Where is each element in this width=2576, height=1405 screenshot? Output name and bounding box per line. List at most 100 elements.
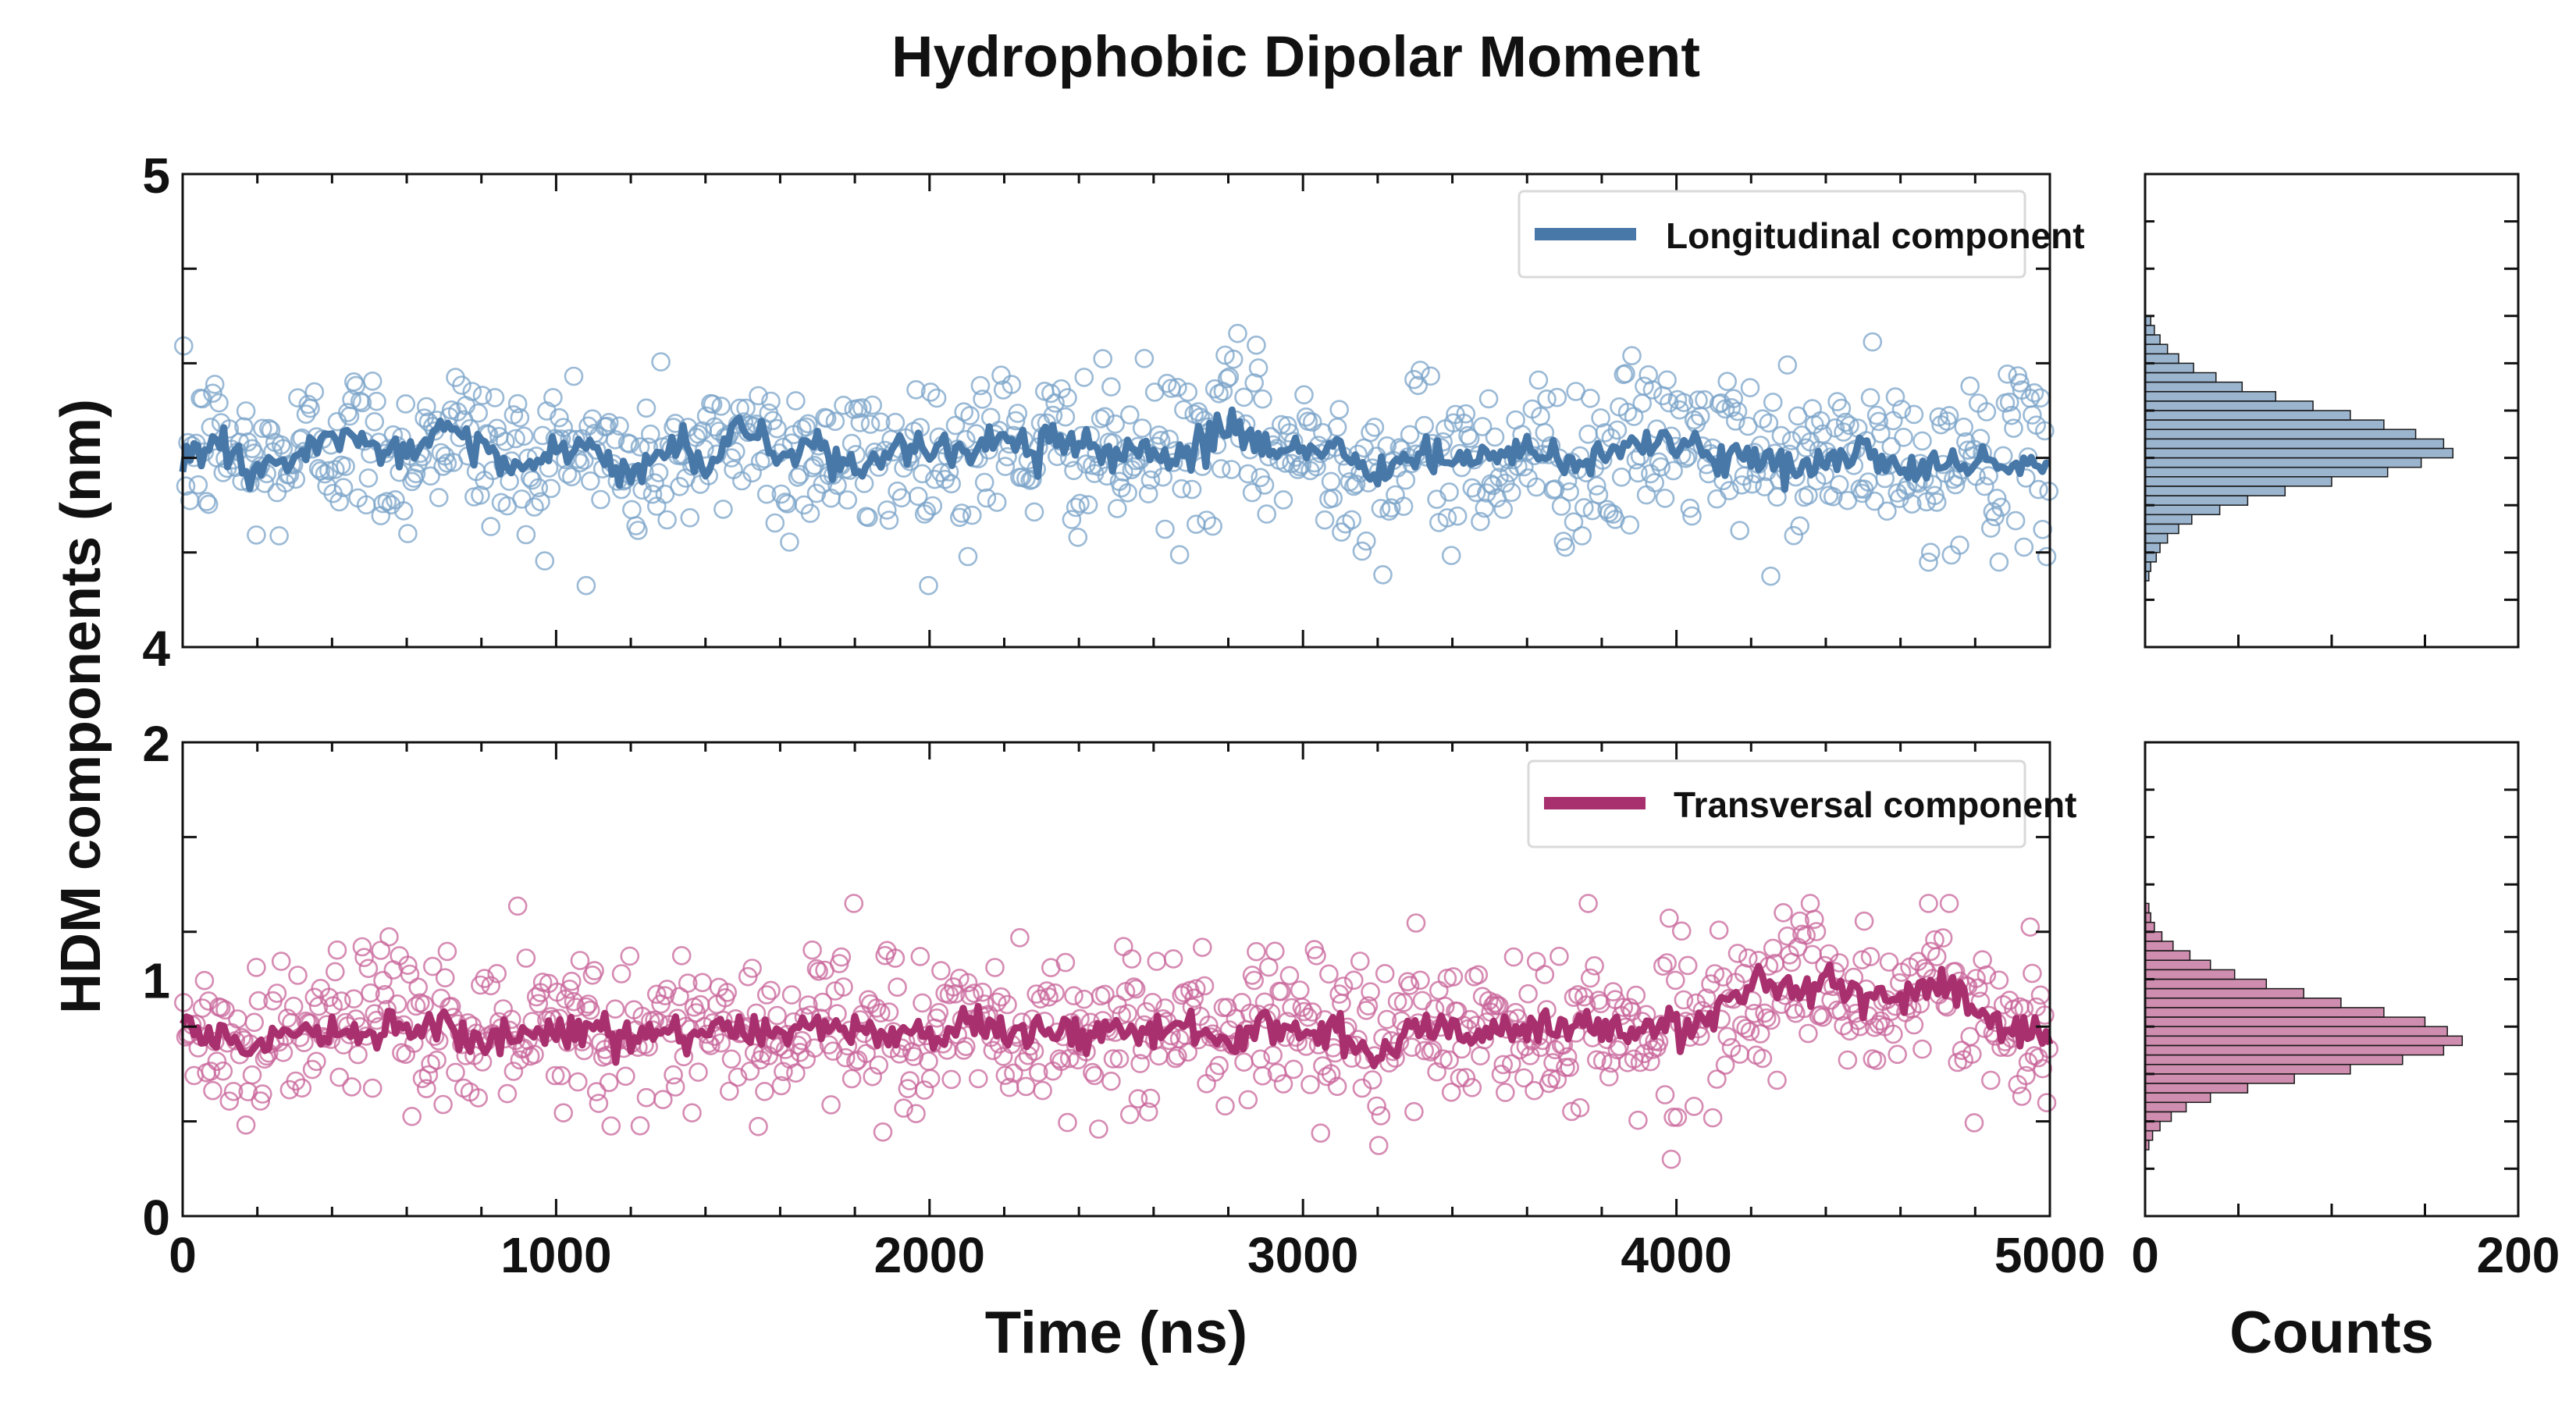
data-point-marker [1404, 1101, 1424, 1122]
data-point-marker [2037, 1093, 2057, 1112]
data-point-marker [1323, 488, 1343, 508]
data-point-marker [844, 894, 864, 913]
data-point-marker [1771, 425, 1791, 446]
data-point-marker [506, 429, 525, 449]
data-point-marker [1344, 970, 1364, 991]
data-point-marker [1228, 323, 1247, 343]
data-point-marker [1165, 1048, 1185, 1069]
data-point-marker [1282, 998, 1301, 1018]
data-point-marker [879, 510, 899, 530]
data-point-marker [2033, 1058, 2052, 1079]
data-point-marker [1727, 401, 1748, 422]
data-point-marker [1109, 1049, 1130, 1069]
data-point-marker [1393, 993, 1414, 1012]
data-point-marker [774, 1062, 793, 1082]
data-point-marker [1317, 1066, 1337, 1087]
histogram-bar [2144, 532, 2169, 544]
data-point-marker [831, 947, 852, 967]
data-point-marker [1939, 406, 1959, 425]
data-point-marker [1055, 407, 1076, 427]
data-point-marker [1371, 1106, 1391, 1126]
data-point-marker [1138, 1102, 1158, 1122]
data-point-marker [406, 996, 426, 1016]
data-point-marker [1197, 510, 1216, 530]
data-point-marker [1854, 911, 1874, 931]
data-point-marker [362, 371, 382, 391]
data-point-marker [1657, 953, 1677, 973]
data-point-marker [2023, 405, 2042, 425]
data-point-marker [1209, 383, 1229, 404]
data-point-marker [1916, 962, 1937, 982]
data-point-marker [371, 941, 391, 960]
data-point-marker [923, 496, 943, 516]
data-point-marker [688, 1062, 708, 1082]
data-point-marker [834, 977, 853, 997]
data-point-marker [719, 1081, 739, 1101]
data-point-marker [1595, 423, 1615, 443]
data-point-marker [1740, 378, 1760, 398]
data-point-marker [343, 989, 364, 1008]
data-point-marker [589, 1094, 609, 1113]
histogram-bar [2144, 514, 2193, 525]
data-point-marker [767, 418, 787, 439]
data-point-marker [1796, 926, 1816, 945]
data-point-marker [1128, 1089, 1148, 1108]
data-point-marker [1635, 376, 1654, 397]
data-point-marker [1860, 947, 1880, 966]
data-point-marker [462, 382, 482, 401]
data-point-marker [1447, 506, 1468, 526]
data-point-marker [441, 997, 461, 1016]
histogram-bar [2144, 987, 2304, 999]
data-point-marker [1607, 420, 1628, 440]
data-point-marker [1831, 398, 1852, 418]
data-point-marker [1715, 1055, 1735, 1075]
data-point-marker [337, 403, 358, 422]
data-point-marker [1273, 1074, 1293, 1094]
data-point-marker [670, 987, 689, 1007]
histogram-bar [2144, 1016, 2426, 1027]
data-point-marker [657, 510, 677, 530]
histogram-bar [2144, 1092, 2211, 1104]
data-point-marker [1294, 385, 1314, 405]
data-point-marker [325, 460, 345, 479]
data-point-marker [750, 451, 770, 471]
data-point-marker [1443, 967, 1464, 987]
data-point-marker [271, 435, 291, 455]
data-point-marker [1024, 502, 1044, 522]
data-point-marker [209, 393, 229, 413]
data-point-marker [1518, 984, 1538, 1004]
transversal-time-series-panel: 0 1 2 0 1000 2000 3000 4000 5000 Transversal com… [142, 716, 2105, 1283]
data-point-marker [1651, 457, 1670, 477]
data-point-marker [1589, 485, 1609, 505]
y-tick-label: 5 [142, 148, 170, 204]
data-point-marker [561, 467, 582, 487]
data-point-marker [1585, 956, 1604, 976]
data-point-marker [995, 1065, 1016, 1085]
histogram-bar [2144, 1101, 2187, 1113]
data-point-marker [331, 991, 351, 1011]
data-point-marker [788, 467, 808, 487]
data-point-marker [1433, 1049, 1453, 1069]
data-point-marker [771, 1076, 792, 1096]
data-point-marker [1120, 1104, 1140, 1125]
data-point-marker [1599, 1067, 1619, 1087]
data-point-marker [1411, 970, 1430, 991]
data-point-marker [695, 439, 714, 459]
data-point-marker [1485, 427, 1505, 447]
data-point-marker [435, 968, 455, 987]
data-point-marker [402, 1107, 422, 1126]
data-point-marker [960, 406, 980, 425]
data-point-marker [655, 484, 675, 504]
data-point-marker [1709, 920, 1729, 940]
data-point-marker [304, 382, 325, 402]
data-point-marker [1029, 1062, 1048, 1083]
data-point-marker [507, 896, 528, 916]
data-point-marker [977, 488, 997, 508]
data-point-marker [251, 1091, 271, 1111]
data-point-marker [645, 473, 664, 493]
data-point-marker [475, 969, 495, 988]
data-point-marker [664, 1065, 683, 1085]
data-point-marker [680, 507, 700, 528]
data-point-marker [283, 996, 304, 1016]
data-point-marker [362, 1078, 382, 1098]
